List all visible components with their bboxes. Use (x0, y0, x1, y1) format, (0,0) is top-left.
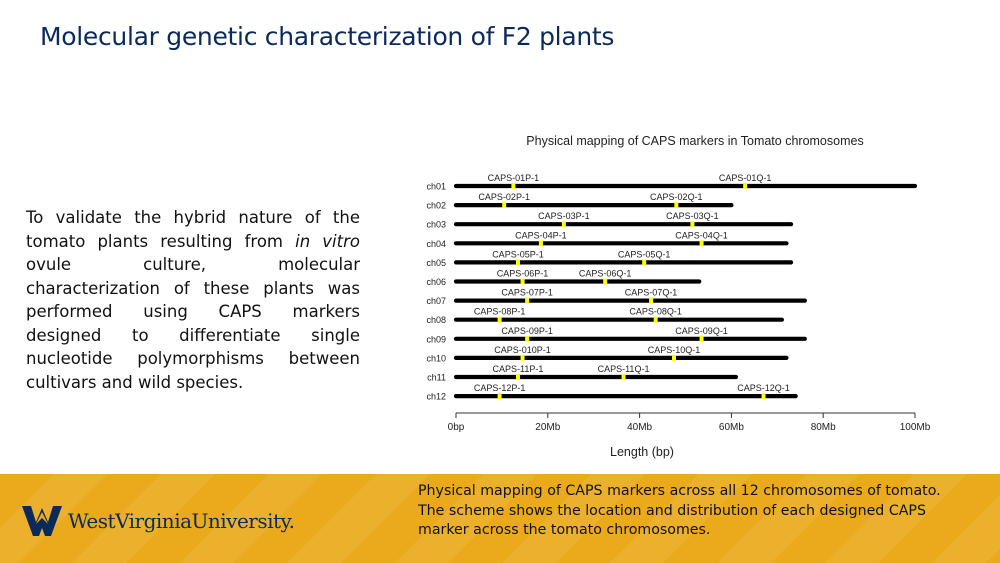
chromosome-row: ch05 CAPS-05P-1 CAPS-05Q-1 (426, 249, 794, 268)
chromosome-label: ch05 (426, 258, 446, 268)
chromosome-row: ch09 CAPS-09P-1 CAPS-09Q-1 (426, 326, 807, 344)
p-arm-marker-label: CAPS-02P-1 (478, 192, 530, 202)
p-arm-marker-tick (511, 183, 516, 189)
p-arm-marker-label: CAPS-05P-1 (492, 249, 544, 259)
p-arm-marker-label: CAPS-03P-1 (538, 211, 590, 221)
chromosome-rows: ch01 CAPS-01P-1 CAPS-01Q-1 ch02 CAPS-02P-1 CA… (426, 173, 918, 402)
q-arm-marker-tick (690, 221, 695, 228)
p-arm-marker-tick (515, 374, 520, 380)
q-arm-marker-tick (761, 393, 766, 400)
q-arm-marker-tick (743, 183, 748, 189)
body-paragraph: To validate the hybrid nature of the tom… (26, 206, 360, 394)
chromosome-row: ch12 CAPS-12P-1 CAPS-12Q-1 (426, 383, 798, 402)
chromosome-row: ch04 CAPS-04P-1 CAPS-04Q-1 (426, 230, 789, 249)
q-arm-marker-label: CAPS-02Q-1 (650, 192, 703, 202)
chromosome-row: ch07 CAPS-07P-1 CAPS-07Q-1 (426, 288, 807, 306)
university-logo: WestVirginiaUniversity. (22, 504, 295, 538)
q-arm-marker-tick (699, 240, 704, 247)
chromosome-label: ch08 (426, 315, 446, 325)
chromosome-label: ch03 (426, 220, 446, 230)
p-arm-marker-tick (525, 335, 530, 342)
q-arm-marker-tick (603, 278, 608, 285)
p-arm-marker-tick (561, 221, 566, 228)
chromosome-label: ch09 (426, 334, 446, 344)
x-tick-label: 80Mb (811, 422, 836, 433)
chromosome-label: ch12 (426, 392, 446, 402)
q-arm-marker-tick (653, 316, 658, 323)
p-arm-marker-label: CAPS-01P-1 (488, 173, 540, 183)
p-arm-marker-label: CAPS-11P-1 (493, 364, 544, 374)
chromosome-row: ch08 CAPS-08P-1 CAPS-08Q-1 (426, 307, 784, 325)
q-arm-marker-label: CAPS-01Q-1 (719, 173, 772, 183)
chromosome-row: ch11 CAPS-11P-1 CAPS-11Q-1 (427, 364, 739, 383)
chromosome-map-chart: Physical mapping of CAPS markers in Toma… (410, 125, 970, 465)
q-arm-marker-label: CAPS-11Q-1 (598, 364, 650, 374)
x-tick-label: 0bp (448, 422, 465, 433)
p-arm-marker-label: CAPS-12P-1 (474, 383, 526, 393)
chromosome-row: ch01 CAPS-01P-1 CAPS-01Q-1 (426, 173, 918, 192)
chromosome-label: ch10 (426, 353, 446, 363)
p-arm-marker-label: CAPS-04P-1 (515, 230, 567, 240)
q-arm-marker-tick (642, 259, 647, 266)
p-arm-marker-tick (538, 240, 543, 247)
x-axis-label: Length (bp) (610, 445, 674, 459)
p-arm-marker-tick (497, 393, 502, 400)
x-tick-label: 20Mb (535, 422, 560, 433)
chromosome-row: ch06 CAPS-06P-1 CAPS-06Q-1 (426, 269, 702, 287)
q-arm-marker-tick (699, 335, 704, 342)
chromosome-label: ch01 (426, 182, 446, 192)
p-arm-marker-tick (502, 202, 507, 209)
p-arm-marker-tick (525, 297, 530, 304)
chromosome-label: ch02 (426, 201, 446, 211)
body-text-end: ovule culture, molecular characterizatio… (26, 255, 360, 392)
x-tick-label: 60Mb (719, 422, 744, 433)
p-arm-marker-tick (515, 259, 520, 266)
body-text-start: To validate the hybrid nature of the tom… (26, 208, 360, 251)
q-arm-marker-label: CAPS-04Q-1 (675, 230, 728, 240)
chart-svg: Physical mapping of CAPS markers in Toma… (426, 134, 931, 459)
p-arm-marker-tick (497, 316, 502, 323)
chromosome-label: ch11 (427, 373, 446, 383)
p-arm-marker-label: CAPS-09P-1 (501, 326, 553, 336)
q-arm-marker-label: CAPS-07Q-1 (625, 288, 678, 298)
q-arm-marker-label: CAPS-09Q-1 (675, 326, 728, 336)
q-arm-marker-label: CAPS-06Q-1 (579, 269, 632, 279)
chromosome-row: ch02 CAPS-02P-1 CAPS-02Q-1 (426, 192, 734, 211)
p-arm-marker-tick (520, 354, 525, 361)
wv-flying-logo-icon (22, 506, 62, 536)
footer-pattern (0, 474, 1000, 563)
p-arm-marker-tick (520, 278, 525, 285)
q-arm-marker-label: CAPS-10Q-1 (648, 345, 701, 355)
q-arm-marker-label: CAPS-08Q-1 (629, 307, 682, 317)
q-arm-marker-tick (672, 354, 677, 361)
chromosome-label: ch07 (426, 296, 446, 306)
chromosome-label: ch04 (426, 239, 446, 249)
q-arm-marker-tick (649, 297, 654, 304)
p-arm-marker-label: CAPS-08P-1 (474, 307, 526, 317)
body-text-italic: in vitro (295, 231, 360, 251)
figure-caption: Physical mapping of CAPS markers across … (418, 483, 941, 538)
chromosome-row: ch10 CAPS-010P-1 CAPS-10Q-1 (426, 345, 789, 363)
q-arm-marker-label: CAPS-05Q-1 (618, 249, 671, 259)
x-tick-label: 100Mb (900, 422, 931, 433)
chromosome-label: ch06 (426, 277, 446, 287)
q-arm-marker-label: CAPS-03Q-1 (666, 211, 719, 221)
slide-title: Molecular genetic characterization of F2… (40, 22, 615, 51)
p-arm-marker-label: CAPS-010P-1 (494, 345, 551, 355)
chromosome-row: ch03 CAPS-03P-1 CAPS-03Q-1 (426, 211, 794, 230)
footer-band: WestVirginiaUniversity. Physical mapping… (0, 474, 1000, 563)
q-arm-marker-tick (674, 202, 679, 209)
x-tick-label: 40Mb (627, 422, 652, 433)
chart-title: Physical mapping of CAPS markers in Toma… (526, 134, 863, 148)
x-axis: 0bp 20Mb 40Mb 60Mb 80Mb 100Mb (448, 412, 931, 433)
p-arm-marker-label: CAPS-07P-1 (501, 288, 553, 298)
university-wordmark: WestVirginiaUniversity. (68, 509, 295, 533)
q-arm-marker-tick (621, 374, 626, 380)
p-arm-marker-label: CAPS-06P-1 (497, 269, 549, 279)
q-arm-marker-label: CAPS-12Q-1 (737, 383, 790, 393)
